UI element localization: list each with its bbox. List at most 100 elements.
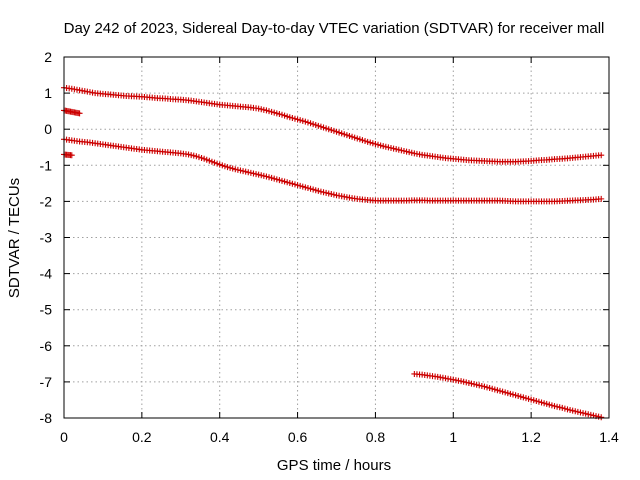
data-point xyxy=(551,403,558,410)
data-point xyxy=(333,128,340,135)
data-point xyxy=(554,403,561,410)
data-point xyxy=(317,188,324,195)
x-tick-label: 0.4 xyxy=(210,429,230,445)
data-point xyxy=(286,114,293,121)
data-point xyxy=(258,172,265,179)
x-tick-label: 1.4 xyxy=(599,429,619,445)
data-point xyxy=(315,187,322,194)
data-point xyxy=(185,151,192,158)
data-point xyxy=(247,169,254,176)
data-point xyxy=(315,122,322,129)
data-point xyxy=(68,152,75,159)
data-point xyxy=(390,145,397,152)
series-upper-track xyxy=(61,84,605,165)
series-middle-track xyxy=(61,136,605,205)
data-point xyxy=(372,141,379,148)
data-point xyxy=(271,109,278,116)
data-point xyxy=(408,149,415,156)
data-point xyxy=(325,126,332,133)
data-point xyxy=(302,184,309,191)
data-point xyxy=(229,165,236,172)
data-point xyxy=(310,186,317,193)
data-point xyxy=(515,392,522,399)
y-tick-label: -2 xyxy=(40,193,53,209)
data-point xyxy=(385,144,392,151)
data-point xyxy=(234,166,241,173)
data-point xyxy=(377,142,384,149)
data-point xyxy=(351,134,358,141)
data-point xyxy=(242,168,249,175)
data-point xyxy=(221,163,228,170)
x-tick-label: 0.8 xyxy=(366,429,386,445)
data-point xyxy=(255,171,262,178)
data-point xyxy=(279,111,285,118)
data-point xyxy=(281,112,288,119)
data-point xyxy=(367,139,374,146)
data-point xyxy=(567,407,574,414)
data-point xyxy=(302,118,309,125)
data-point xyxy=(273,110,280,117)
data-point xyxy=(520,394,527,401)
data-point xyxy=(538,399,545,406)
data-point xyxy=(312,187,319,194)
data-point xyxy=(574,408,581,415)
data-point xyxy=(471,381,478,388)
data-point xyxy=(284,113,291,120)
data-point xyxy=(502,389,509,396)
data-point xyxy=(250,170,257,177)
data-point xyxy=(291,115,298,122)
data-point xyxy=(325,190,332,197)
data-point xyxy=(330,191,337,198)
data-point xyxy=(590,412,597,419)
data-point xyxy=(190,152,197,159)
data-point xyxy=(266,108,273,115)
grid-layer xyxy=(64,57,609,418)
data-point xyxy=(595,413,602,420)
data-point xyxy=(216,161,223,168)
data-point xyxy=(289,115,296,122)
data-point xyxy=(403,148,410,155)
data-point xyxy=(343,132,350,139)
data-point xyxy=(375,141,382,148)
data-point xyxy=(486,385,493,392)
y-tick-label: 0 xyxy=(44,121,52,137)
data-point xyxy=(297,182,304,189)
data-point xyxy=(512,392,519,399)
data-point xyxy=(598,152,605,159)
series-short-segment-b xyxy=(61,151,75,159)
data-point xyxy=(509,391,516,398)
data-point xyxy=(297,117,304,124)
data-point xyxy=(587,411,594,418)
data-point xyxy=(398,147,405,154)
data-point xyxy=(598,195,605,202)
data-point xyxy=(395,146,402,153)
data-point xyxy=(307,185,314,192)
data-point xyxy=(478,382,485,389)
data-point xyxy=(489,385,496,392)
y-tick-label: -5 xyxy=(40,302,53,318)
data-point xyxy=(473,381,480,388)
data-point xyxy=(323,125,330,132)
data-point xyxy=(198,154,205,161)
data-point xyxy=(504,390,511,397)
data-point xyxy=(271,175,278,182)
data-point xyxy=(499,388,506,395)
data-point xyxy=(507,390,514,397)
data-point xyxy=(400,147,407,154)
data-point xyxy=(219,162,226,169)
data-point xyxy=(543,400,550,407)
data-point xyxy=(393,146,400,153)
y-tick-label: 1 xyxy=(44,85,52,101)
x-tick-label: 0.6 xyxy=(288,429,308,445)
data-point xyxy=(349,133,356,140)
data-point xyxy=(201,155,208,162)
data-point xyxy=(580,410,587,417)
data-point xyxy=(237,167,244,174)
data-point xyxy=(530,397,537,404)
data-point xyxy=(206,157,213,164)
data-point xyxy=(481,383,488,390)
data-point xyxy=(266,174,273,181)
data-point xyxy=(561,405,568,412)
data-point xyxy=(323,189,330,196)
